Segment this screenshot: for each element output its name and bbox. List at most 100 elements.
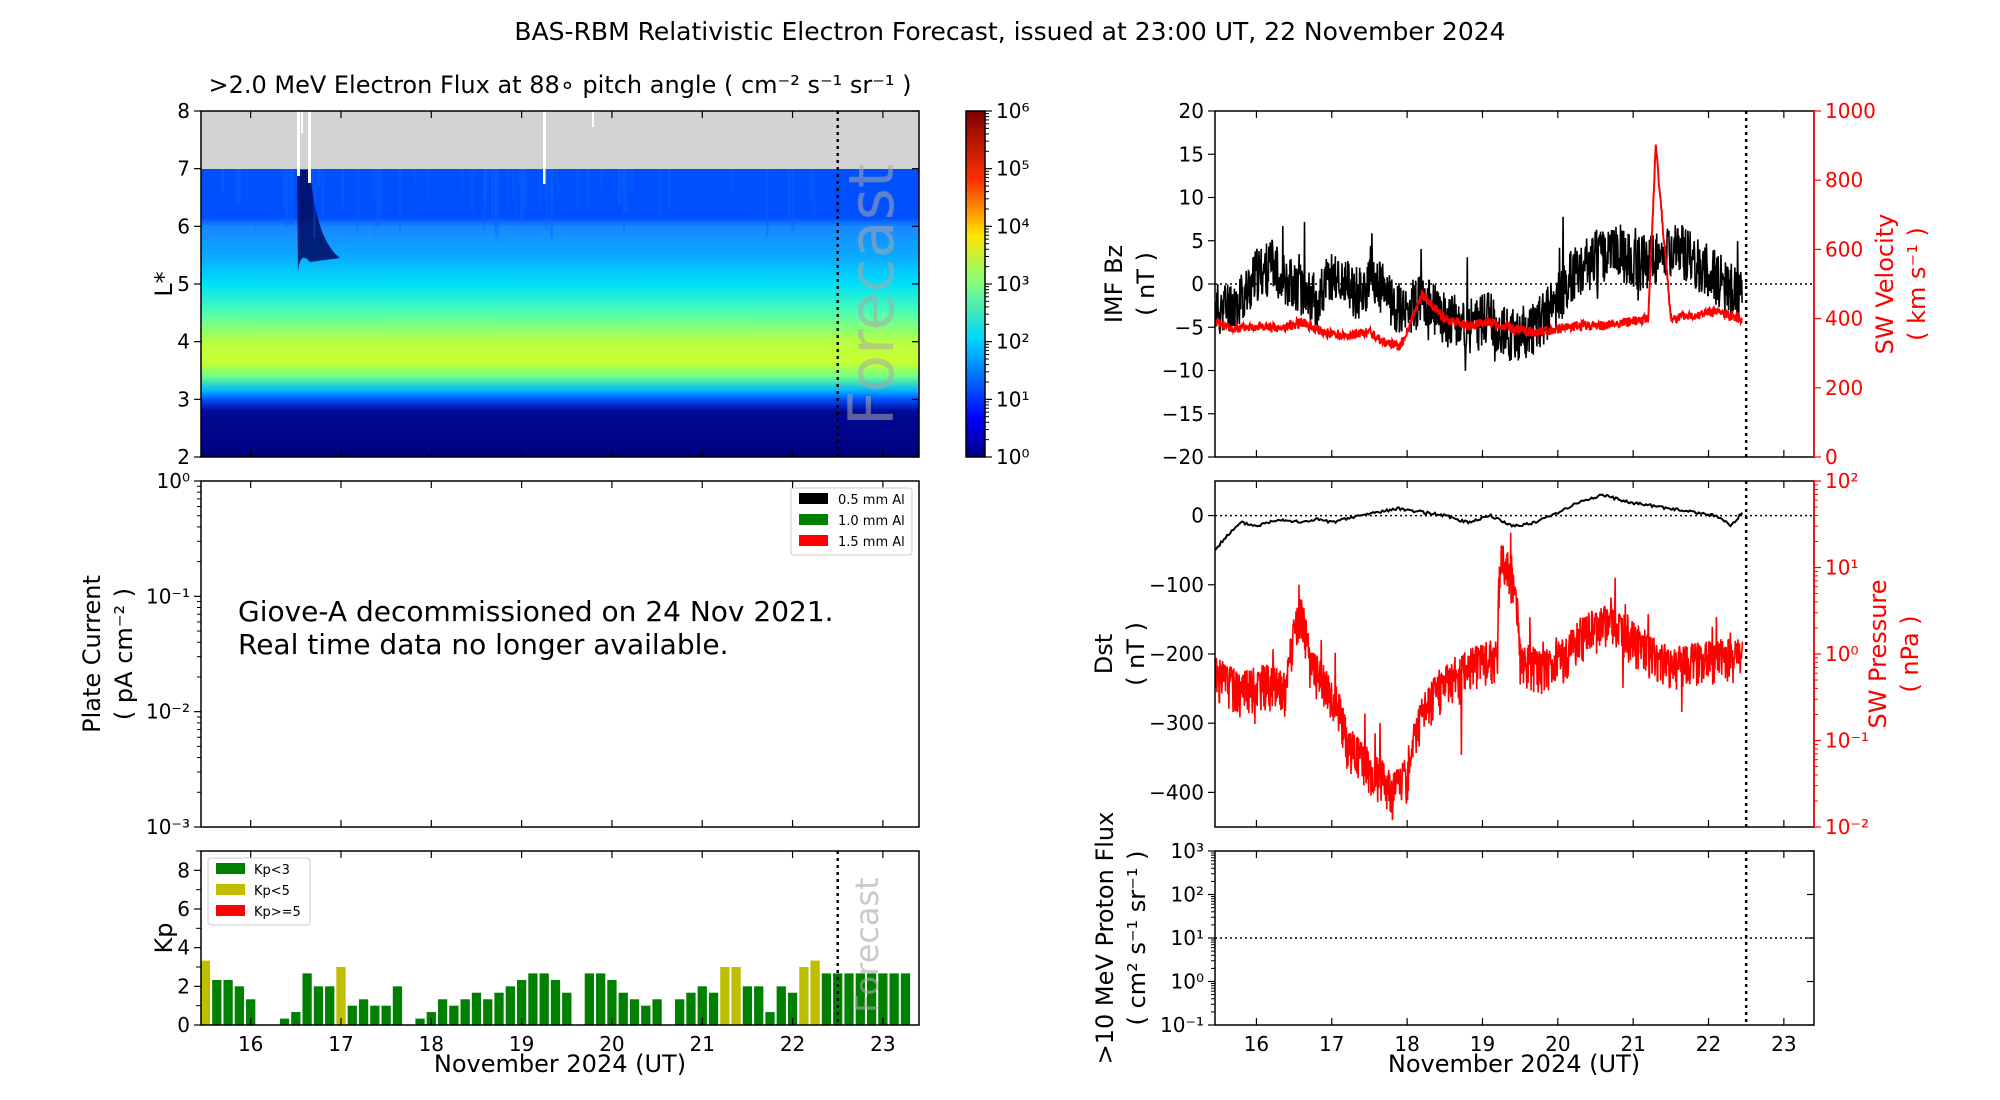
legend-swatch (216, 863, 245, 874)
kp-bar (471, 992, 482, 1025)
flux-streak (544, 169, 547, 200)
y-tick-label: 10⁻¹ (1825, 729, 1869, 753)
flux-streak (356, 169, 359, 233)
flux-streak (284, 169, 289, 228)
x-tick-label: 19 (1470, 1032, 1495, 1056)
sw-pressure-unit: ( nPa ) (1896, 615, 1924, 692)
flux-streak (323, 169, 325, 201)
kp-legend: Kp<3 Kp<5 Kp>=5 (207, 857, 311, 926)
y-tick-label: 10⁵ (996, 157, 1029, 181)
flux-streak (766, 169, 769, 237)
legend-label: Kp<5 (254, 884, 290, 899)
x-tick-label: 20 (1545, 1032, 1570, 1056)
x-tick-label: 22 (1696, 1032, 1721, 1056)
y-tick-label: 10⁻¹ (1160, 1013, 1204, 1037)
flux-y-label: L* (150, 271, 178, 296)
flux-streak (550, 169, 554, 239)
kp-panel: 0 2 4 6 8 16 17 18 19 20 21 22 23 Forecast Kp Novemb… (150, 850, 920, 1078)
y-tick-label: 2 (177, 974, 190, 998)
kp-axes-frame (200, 850, 920, 1026)
kp-bar (313, 986, 324, 1025)
flux-streak (493, 169, 498, 215)
flux-streak (515, 169, 517, 215)
kp-bar (844, 973, 854, 1025)
dst-panel: −400 −300 −200 −100 0 10⁻² 10⁻¹ 10⁰ 10¹ 10² Dst (… (1090, 469, 1924, 839)
kp-bar (212, 979, 222, 1025)
x-tick-label: 16 (1244, 1032, 1269, 1056)
kp-x-label: November 2024 (UT) (434, 1050, 686, 1078)
flux-streak (545, 169, 549, 230)
flux-streak (658, 169, 661, 220)
kp-bar (787, 992, 798, 1025)
flux-streak (621, 169, 624, 189)
flux-streak (380, 169, 382, 217)
flux-streak (427, 169, 430, 204)
sw-velocity-label: SW Velocity (1871, 214, 1899, 355)
flux-streak (520, 169, 524, 223)
kp-bar (878, 973, 888, 1025)
plate-legend: 0.5 mm Al 1.0 mm Al 1.5 mm Al (790, 487, 913, 556)
flux-streak (730, 169, 733, 194)
flux-streak (254, 169, 256, 233)
flux-streak (622, 169, 626, 193)
y-tick-label: 10¹ (996, 387, 1029, 411)
proton-y-label: >10 MeV Proton Flux (1091, 812, 1119, 1065)
y-tick-label: −5 (1175, 315, 1204, 339)
x-tick-label: 17 (328, 1032, 353, 1056)
flux-dropout-streak (297, 170, 340, 272)
legend-label: Kp>=5 (254, 905, 301, 920)
kp-y-label: Kp (150, 923, 178, 954)
kp-forecast-watermark: Forecast (848, 877, 886, 1012)
y-tick-label: 4 (177, 936, 190, 960)
flux-streak (285, 169, 290, 225)
y-tick-label: 10³ (1171, 839, 1204, 863)
kp-bar (686, 992, 696, 1025)
y-tick-label: 10² (1825, 469, 1858, 493)
x-tick-label: 20 (599, 1032, 624, 1056)
electron-flux-panel: >2.0 MeV Electron Flux at 88∘ pitch angl… (150, 71, 920, 469)
flux-streak (238, 169, 241, 205)
electron-flux-title: >2.0 MeV Electron Flux at 88∘ pitch angl… (208, 71, 911, 99)
legend-label: 1.0 mm Al (838, 514, 905, 529)
kp-bar (708, 992, 719, 1025)
dst-y-unit: ( nT ) (1122, 622, 1150, 686)
dst-y-label: Dst (1090, 634, 1118, 674)
y-tick-label: 10⁶ (996, 99, 1029, 123)
flux-streak (809, 169, 812, 202)
imf-y-unit: ( nT ) (1132, 252, 1160, 316)
kp-bar (641, 1005, 651, 1025)
flux-streak (813, 169, 816, 218)
kp-bar (246, 999, 256, 1025)
flux-streak (624, 169, 628, 212)
y-tick-label: 7 (177, 157, 190, 181)
y-tick-label: 800 (1825, 168, 1863, 192)
flux-heatmap (201, 169, 919, 457)
plate-y-unit: ( pA cm⁻² ) (110, 588, 138, 720)
kp-bar (562, 992, 572, 1025)
flux-streak (770, 169, 773, 216)
y-tick-label: 10³ (996, 272, 1029, 296)
y-tick-label: 10⁰ (157, 469, 190, 493)
flux-streak (461, 169, 464, 197)
y-tick-label: 10⁰ (1171, 970, 1204, 994)
y-tick-label: 6 (177, 897, 190, 921)
flux-streak (512, 169, 515, 198)
y-tick-label: 10² (996, 330, 1029, 354)
kp-bar (325, 986, 335, 1025)
flux-streak (791, 169, 795, 232)
flux-streak (575, 169, 578, 209)
data-gap-line (592, 111, 594, 127)
plate-axes-frame (200, 480, 920, 828)
x-tick-label: 21 (690, 1032, 715, 1056)
flux-streak (705, 169, 707, 192)
y-tick-label: −10 (1162, 359, 1204, 383)
kp-bar (370, 1005, 380, 1025)
flux-streak (321, 169, 324, 221)
flux-streak (490, 169, 493, 225)
y-tick-label: 4 (177, 330, 190, 354)
y-tick-label: 10⁻¹ (146, 584, 190, 608)
y-tick-label: 8 (177, 99, 190, 123)
y-tick-label: −200 (1149, 642, 1204, 666)
kp-bar (550, 979, 561, 1025)
